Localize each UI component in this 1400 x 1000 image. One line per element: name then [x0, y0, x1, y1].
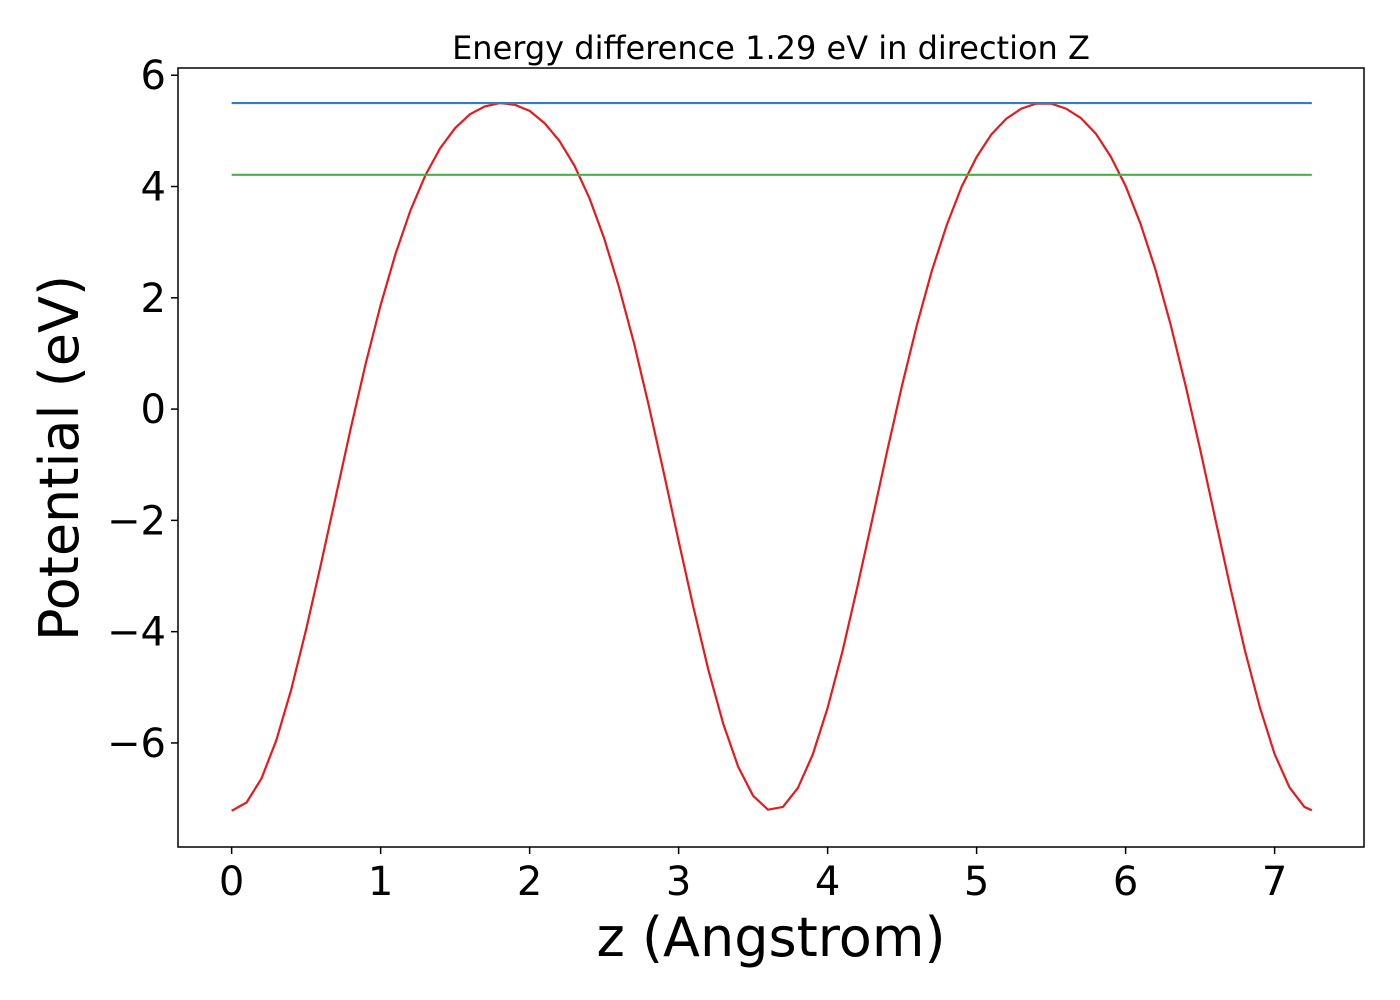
x-tick-label: 4: [815, 859, 840, 905]
potential-curve: [231, 101, 1313, 812]
x-tick-label: 0: [219, 859, 244, 905]
x-axis-ticks: 0 1 2 3 4 5 6 7: [219, 847, 1287, 905]
x-tick-label: 2: [517, 859, 542, 905]
x-tick-label: 7: [1262, 859, 1287, 905]
x-tick-label: 6: [1113, 859, 1138, 905]
y-axis-label: Potential (eV): [28, 275, 91, 641]
axes-frame: [177, 67, 1365, 848]
x-axis-label: z (Angstrom): [596, 906, 945, 969]
y-axis-ticks: −6 −4 −2 0 2 4 6: [107, 53, 178, 767]
y-tick-label: −2: [107, 498, 166, 544]
chart-title: Energy difference 1.29 eV in direction Z: [452, 29, 1090, 67]
y-tick-label: 0: [141, 387, 166, 433]
series-group: [231, 101, 1313, 812]
y-tick-label: −4: [107, 610, 166, 656]
y-tick-label: −6: [107, 721, 166, 767]
y-tick-label: 6: [141, 53, 166, 99]
y-tick-label: 4: [141, 165, 166, 211]
x-tick-label: 1: [368, 859, 393, 905]
y-tick-label: 2: [141, 276, 166, 322]
x-tick-label: 3: [666, 859, 691, 905]
x-tick-label: 5: [964, 859, 989, 905]
